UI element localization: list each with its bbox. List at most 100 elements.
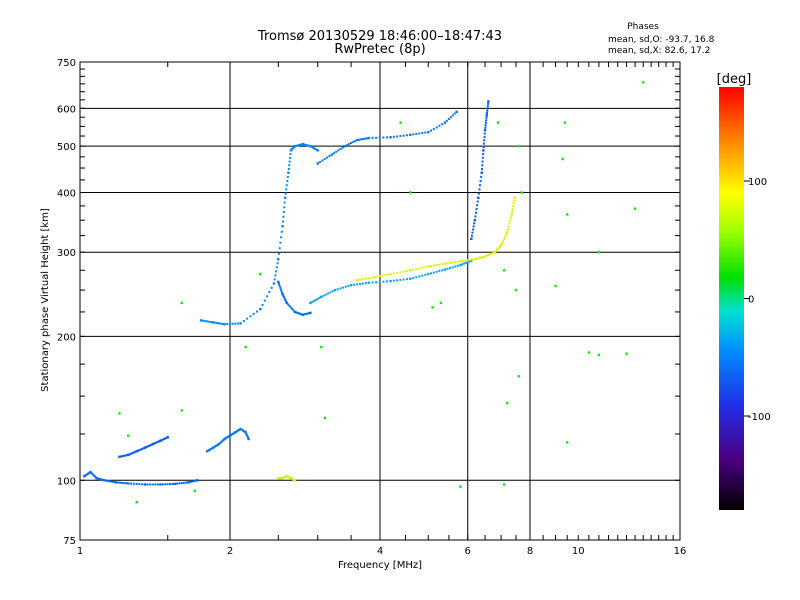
data-point bbox=[402, 278, 405, 281]
data-point bbox=[474, 211, 477, 214]
data-point bbox=[259, 272, 262, 276]
data-point bbox=[483, 135, 486, 138]
data-point bbox=[358, 138, 361, 141]
colorbar-ticks: 100 0 -100 bbox=[744, 177, 771, 423]
data-point bbox=[91, 473, 94, 476]
data-point bbox=[281, 293, 284, 296]
data-point bbox=[376, 275, 379, 278]
data-point bbox=[361, 282, 364, 285]
data-point bbox=[141, 483, 144, 486]
data-point bbox=[484, 121, 487, 124]
data-point bbox=[95, 477, 98, 480]
data-point bbox=[438, 263, 441, 266]
data-point bbox=[102, 478, 105, 481]
data-point bbox=[306, 312, 309, 315]
data-point bbox=[154, 442, 157, 445]
data-point bbox=[396, 135, 399, 138]
data-point bbox=[415, 276, 418, 279]
data-point bbox=[435, 264, 438, 267]
data-point bbox=[287, 171, 290, 174]
data-point bbox=[247, 437, 250, 441]
data-point bbox=[479, 180, 482, 183]
data-point bbox=[431, 306, 434, 309]
data-point bbox=[127, 482, 130, 485]
data-point bbox=[520, 191, 523, 194]
data-point bbox=[475, 257, 478, 260]
data-point bbox=[354, 140, 357, 143]
data-point bbox=[409, 269, 412, 272]
data-point bbox=[378, 136, 381, 139]
data-point bbox=[273, 278, 276, 281]
data-point bbox=[132, 482, 135, 485]
data-point bbox=[342, 286, 345, 289]
data-point bbox=[191, 480, 194, 483]
data-point bbox=[478, 256, 481, 259]
data-point bbox=[469, 258, 472, 261]
data-point bbox=[297, 312, 300, 315]
data-point bbox=[164, 483, 167, 486]
data-point bbox=[306, 144, 309, 147]
data-point bbox=[249, 315, 252, 318]
data-point bbox=[485, 119, 488, 122]
data-point bbox=[99, 478, 102, 481]
data-point bbox=[375, 281, 378, 284]
data-point bbox=[402, 270, 405, 273]
data-point bbox=[470, 234, 473, 237]
data-point bbox=[252, 312, 255, 315]
data-point bbox=[371, 136, 374, 139]
data-point bbox=[279, 241, 282, 244]
data-point bbox=[424, 266, 427, 269]
data-point bbox=[565, 213, 569, 216]
data-point bbox=[127, 434, 130, 437]
data-point bbox=[149, 483, 152, 486]
data-point bbox=[300, 143, 303, 146]
data-point bbox=[421, 274, 424, 277]
data-point bbox=[283, 206, 286, 209]
data-point bbox=[511, 207, 514, 210]
data-point bbox=[454, 265, 457, 268]
data-point bbox=[246, 435, 249, 438]
data-point bbox=[363, 137, 366, 140]
data-point bbox=[373, 275, 376, 279]
data-point bbox=[158, 440, 161, 443]
data-point bbox=[375, 136, 378, 139]
data-point bbox=[85, 473, 88, 476]
data-point bbox=[151, 483, 154, 486]
data-point bbox=[384, 274, 387, 277]
data-point bbox=[510, 213, 513, 216]
data-point bbox=[421, 266, 424, 269]
data-point bbox=[471, 258, 474, 261]
data-point bbox=[355, 279, 359, 282]
data-point bbox=[396, 271, 399, 274]
data-point bbox=[492, 251, 495, 254]
data-point bbox=[319, 161, 322, 164]
data-point bbox=[405, 278, 408, 281]
data-point bbox=[123, 482, 126, 485]
data-point bbox=[90, 472, 93, 475]
data-point bbox=[130, 452, 133, 455]
x-tick-label: 1 bbox=[77, 546, 83, 557]
data-point bbox=[505, 231, 509, 234]
data-point bbox=[295, 144, 298, 147]
data-point bbox=[137, 449, 140, 452]
data-point bbox=[107, 479, 110, 482]
data-point bbox=[506, 228, 509, 231]
colorbar-label: [deg] bbox=[717, 72, 752, 87]
data-point bbox=[409, 277, 412, 280]
data-point bbox=[386, 273, 389, 276]
data-point bbox=[111, 480, 114, 483]
data-point bbox=[274, 274, 277, 277]
data-point bbox=[293, 144, 297, 148]
data-point bbox=[331, 290, 334, 293]
data-point bbox=[353, 283, 356, 286]
data-point bbox=[202, 319, 205, 322]
y-tick-label: 400 bbox=[57, 188, 76, 199]
data-point bbox=[305, 312, 308, 315]
data-point bbox=[173, 482, 177, 486]
data-point bbox=[196, 479, 199, 482]
data-point bbox=[517, 375, 521, 378]
x-tick-label: 10 bbox=[572, 546, 585, 557]
y-tick-label: 100 bbox=[57, 476, 76, 487]
y-tick-label: 500 bbox=[57, 142, 76, 153]
data-point bbox=[93, 475, 96, 478]
